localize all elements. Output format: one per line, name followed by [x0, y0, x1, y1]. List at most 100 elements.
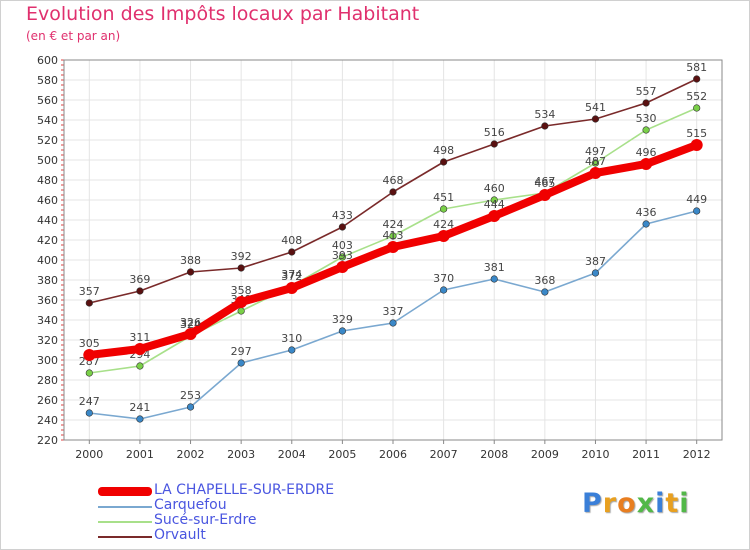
plot-border [63, 59, 723, 441]
data-label: 413 [383, 229, 404, 242]
data-label: 515 [686, 127, 707, 140]
data-point [288, 346, 296, 354]
data-point [85, 409, 93, 417]
data-point [440, 205, 448, 213]
data-point [490, 140, 498, 148]
data-label: 487 [585, 155, 606, 168]
series-carquefou: 247 241 253 297 310 329 337 370 381 368 387 436 449 [79, 193, 707, 423]
data-label: 496 [636, 146, 657, 159]
data-label: 392 [231, 250, 252, 263]
data-point [693, 207, 701, 215]
data-point [693, 104, 701, 112]
data-label: 369 [129, 273, 150, 286]
data-label: 329 [332, 313, 353, 326]
y-tick-label: 360 [37, 294, 58, 307]
data-label: 368 [534, 274, 555, 287]
data-label: 451 [433, 191, 454, 204]
data-label: 305 [79, 337, 100, 350]
y-tick-label: 420 [37, 234, 58, 247]
data-label: 467 [534, 175, 555, 188]
data-point [640, 158, 653, 170]
data-point [642, 220, 650, 228]
y-tick-label: 580 [37, 74, 58, 87]
logo-letter: o [617, 488, 637, 519]
data-point [591, 269, 600, 277]
data-point [541, 288, 549, 296]
x-tick-label: 2005 [328, 448, 356, 461]
data-label: 498 [433, 144, 454, 157]
y-tick-label: 600 [37, 54, 58, 67]
data-point [440, 286, 448, 294]
data-label: 241 [129, 401, 150, 414]
data-label: 465 [534, 177, 555, 190]
legend-label: Carquefou [154, 497, 227, 513]
x-tick-label: 2011 [632, 448, 660, 461]
data-label: 436 [636, 206, 657, 219]
data-label: 393 [332, 249, 353, 262]
x-tick-label: 2007 [430, 448, 458, 461]
data-label: 374 [281, 268, 302, 281]
x-tick-label: 2008 [480, 448, 508, 461]
data-point [389, 188, 397, 196]
data-label: 433 [332, 209, 353, 222]
data-point [440, 158, 448, 166]
data-point [589, 167, 602, 179]
logo-letter: i [655, 488, 666, 519]
data-label: 247 [79, 395, 100, 408]
data-point [389, 319, 397, 327]
data-point [237, 264, 245, 272]
data-point [642, 126, 650, 134]
data-point [387, 241, 399, 253]
y-tick-label: 380 [37, 274, 58, 287]
proxiti-logo: Proxiti [582, 488, 690, 519]
data-label: 311 [129, 331, 150, 344]
y-tick-label: 440 [37, 214, 58, 227]
data-point [693, 75, 701, 83]
data-point [136, 287, 144, 295]
data-point [437, 230, 450, 242]
data-point [642, 99, 650, 107]
data-point [389, 232, 397, 240]
y-tick-label: 560 [37, 94, 58, 107]
data-label: 387 [585, 255, 606, 268]
legend-label: LA CHAPELLE-SUR-ERDRE [154, 482, 335, 498]
y-tick-label: 480 [37, 174, 58, 187]
data-label: 337 [383, 305, 404, 318]
y-tick-label: 460 [37, 194, 58, 207]
data-point [541, 122, 549, 130]
x-tick-label: 2010 [581, 448, 609, 461]
data-label: 557 [636, 85, 657, 98]
data-label: 372 [281, 270, 302, 283]
logo-letter: r [602, 488, 618, 519]
data-point [591, 115, 600, 123]
data-label: 530 [636, 112, 657, 125]
data-point [184, 328, 197, 340]
data-label: 388 [180, 254, 201, 267]
data-label: 253 [180, 389, 201, 402]
data-point [85, 299, 93, 307]
y-tick-label: 300 [37, 354, 58, 367]
y-tick-label: 240 [37, 414, 58, 427]
data-label: 381 [484, 261, 505, 274]
x-tick-label: 2002 [177, 448, 205, 461]
legend-swatch [98, 487, 152, 496]
data-point [133, 343, 146, 355]
x-tick-label: 2012 [683, 448, 711, 461]
y-tick-label: 340 [37, 314, 58, 327]
data-point [83, 349, 96, 361]
x-tick-label: 2004 [278, 448, 306, 461]
data-point [488, 210, 501, 222]
x-tick-label: 2000 [75, 448, 103, 461]
y-tick-label: 280 [37, 374, 58, 387]
data-label: 497 [585, 145, 606, 158]
y-tick-label: 520 [37, 134, 58, 147]
legend-label: Sucé-sur-Erdre [154, 512, 257, 528]
data-point [690, 139, 703, 151]
data-label: 403 [332, 239, 353, 252]
data-label: 444 [484, 198, 505, 211]
chart-subtitle: (en € et par an) [26, 29, 121, 43]
data-point [490, 275, 498, 283]
legend-swatch [98, 521, 152, 523]
